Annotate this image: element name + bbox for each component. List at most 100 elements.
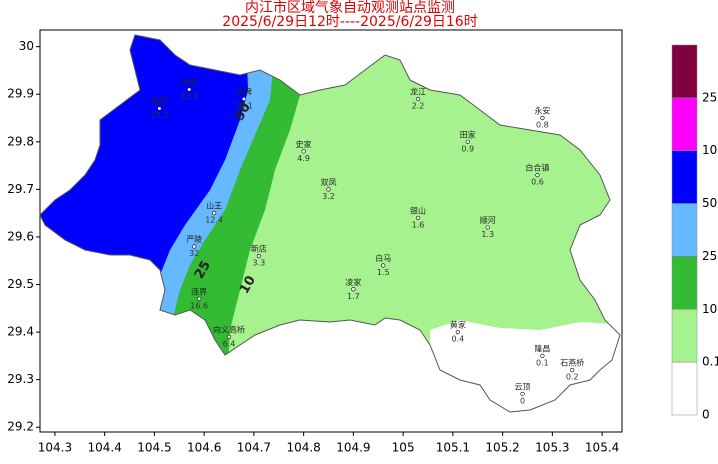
station-dot [226, 334, 232, 339]
station-value: 1.5 [377, 268, 390, 277]
station-name: 永安 [534, 106, 550, 116]
station-value: 0.2 [566, 373, 579, 382]
legend-swatch [671, 256, 698, 310]
station-value: 1.6 [412, 220, 425, 229]
station-name: 山王 [206, 201, 222, 211]
legend-swatch [671, 150, 698, 204]
station-value: 0.9 [461, 144, 474, 153]
x-tick-label: 104.7 [237, 441, 271, 455]
station-dot [415, 96, 421, 102]
station-dot [301, 149, 306, 154]
y-tick-label: 30 [19, 39, 34, 53]
station-value: 2.2 [412, 101, 425, 110]
station-name: 隆昌 [534, 343, 550, 353]
station-name: 顺河 [480, 215, 496, 225]
station-dot [212, 211, 217, 216]
station-name: 黄家 [450, 320, 466, 330]
station-dot [256, 253, 261, 259]
station-dot [326, 187, 331, 192]
station-name: 双凤 [321, 178, 337, 187]
station-value: 16.6 [190, 301, 208, 310]
legend-label: 0.1 [702, 355, 718, 369]
y-tick-label: 29.6 [7, 229, 34, 243]
station-dot [197, 296, 202, 301]
station-dot [485, 225, 490, 230]
legend-swatch [671, 97, 698, 151]
station-dot [520, 391, 525, 397]
x-tick-label: 105.4 [585, 441, 619, 455]
station-dot [535, 173, 540, 178]
station-dot [187, 87, 192, 92]
x-tick-label: 105.2 [485, 441, 519, 455]
station-dot [157, 106, 162, 111]
legend-label: 50 [702, 196, 717, 210]
legend-label: 0 [702, 408, 710, 422]
station-name: 严陵 [186, 235, 202, 244]
station-dot [351, 287, 356, 292]
x-tick-label: 105.3 [535, 441, 569, 455]
legend-label: 25 [702, 249, 717, 263]
station-value: 32.6 [180, 92, 198, 101]
legend-swatch [671, 309, 698, 363]
region-outline [39, 34, 621, 413]
station-value: 6.4 [223, 339, 236, 348]
legend-swatch [671, 44, 698, 99]
station-value: 3.2 [322, 192, 335, 201]
station-value: 0.8 [536, 121, 549, 130]
legend-swatch [671, 361, 698, 416]
station-dot [465, 139, 470, 144]
station-dot [540, 115, 545, 121]
x-tick-label: 104.5 [137, 441, 171, 455]
station-dot [192, 244, 197, 249]
station-value: 32 [189, 249, 199, 258]
station-value: 27.2 [150, 111, 168, 120]
x-tick-label: 104.4 [87, 441, 121, 455]
station-value: 0.6 [531, 178, 544, 187]
station-value: 1.3 [481, 230, 494, 239]
station-name: 石燕桥 [560, 358, 584, 368]
station-value: 4.9 [297, 154, 310, 163]
legend-label: 250 [702, 90, 718, 104]
station-name: 龙结 [181, 77, 197, 87]
station-name: 连界 [191, 286, 207, 296]
legend-label: 100 [702, 143, 718, 157]
station-dot [570, 368, 575, 373]
station-dot [241, 96, 247, 102]
y-tick-label: 29.7 [7, 182, 34, 196]
station-name: 云顶 [515, 382, 531, 391]
station-name: 镇西 [151, 96, 167, 106]
legend-swatch [671, 203, 698, 257]
station-value: 0.1 [536, 358, 549, 367]
y-tick-label: 29.8 [7, 134, 34, 148]
y-tick-label: 29.5 [7, 277, 34, 291]
station-name: 向义高桥 [213, 324, 245, 334]
x-tick-label: 104.3 [38, 441, 72, 455]
station-name: 界牌 [236, 86, 252, 96]
y-tick-label: 29.2 [7, 420, 34, 434]
station-value: 0 [520, 396, 525, 405]
station-dot [415, 215, 421, 221]
station-name: 史家 [296, 139, 312, 149]
station-value: 24.1 [235, 101, 253, 110]
y-tick-label: 29.9 [7, 87, 34, 101]
station-name: 凌家 [345, 277, 361, 287]
station-name: 白合镇 [525, 163, 549, 173]
station-value: 0.4 [451, 335, 464, 344]
y-tick-label: 29.3 [7, 372, 34, 386]
station-dot [455, 329, 460, 335]
station-name: 田家 [460, 129, 476, 139]
station-name: 新店 [251, 243, 267, 253]
station-name: 白马 [375, 253, 391, 263]
station-name: 银山 [410, 205, 426, 215]
station-dot [381, 263, 386, 268]
x-tick-label: 104.8 [286, 441, 320, 455]
station-value: 12.4 [205, 216, 223, 225]
x-tick-label: 104.9 [336, 441, 370, 455]
subtitle: 2025/6/29日12时----2025/6/29日16时 [222, 14, 477, 30]
x-tick-label: 105 [392, 441, 415, 455]
station-dot [540, 353, 545, 358]
station-value: 1.7 [347, 292, 360, 301]
station-value: 3.3 [253, 258, 266, 267]
x-tick-label: 105.1 [436, 441, 470, 455]
